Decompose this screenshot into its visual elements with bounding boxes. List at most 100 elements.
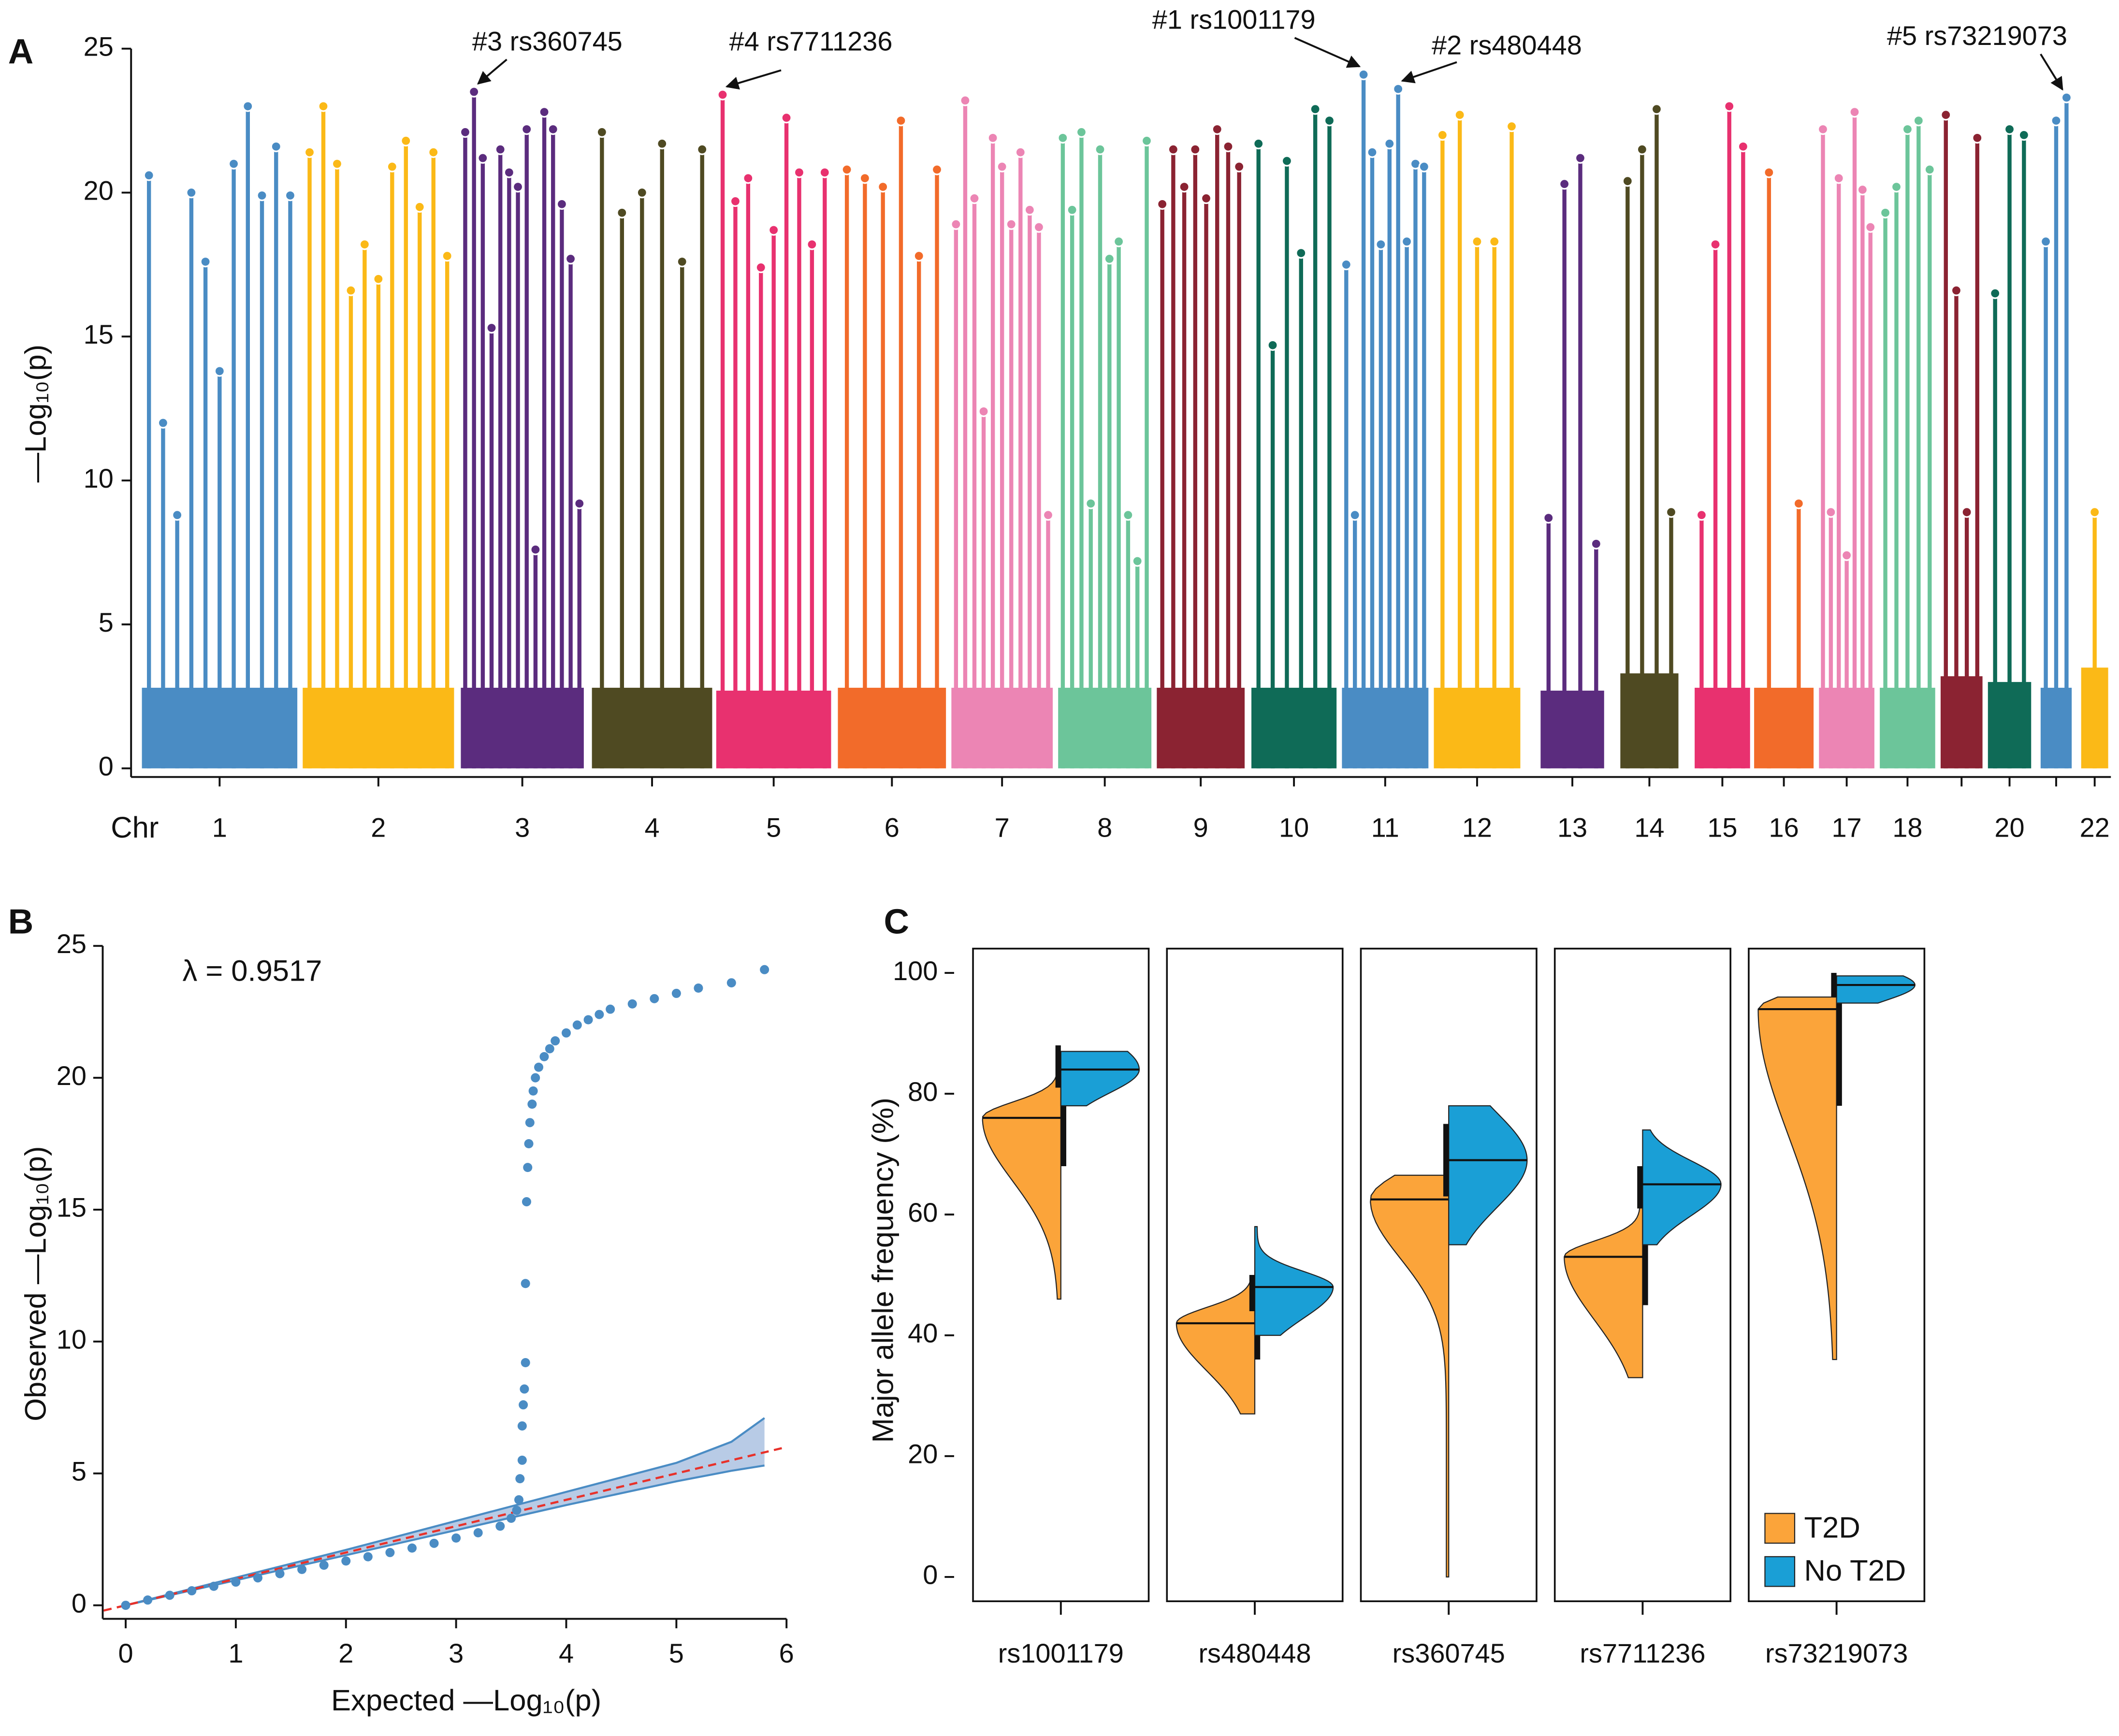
qq-point bbox=[187, 1586, 197, 1596]
peak-dot bbox=[895, 115, 907, 127]
qq-point bbox=[451, 1533, 461, 1543]
x-tick-label: 2 bbox=[338, 1638, 353, 1668]
peak-dot bbox=[1879, 207, 1891, 218]
peak-dot bbox=[1454, 109, 1466, 121]
peak-dot bbox=[1375, 238, 1387, 250]
x-tick-label: 0 bbox=[118, 1638, 133, 1668]
annotation-arrow bbox=[477, 58, 508, 85]
peak-dot bbox=[1940, 109, 1952, 121]
background-snps bbox=[838, 688, 946, 768]
peak-dot bbox=[1358, 69, 1369, 81]
lambda-annotation: λ = 0.9517 bbox=[182, 954, 322, 987]
y-tick-label: 5 bbox=[99, 607, 114, 637]
x-tick-label: 5 bbox=[669, 1638, 684, 1668]
x-tick-label: rs1001179 bbox=[998, 1638, 1124, 1668]
peak-dot bbox=[414, 201, 426, 213]
qq-point bbox=[531, 1073, 540, 1083]
annotation: #1 rs1001179 bbox=[1152, 4, 1316, 35]
peak-dot bbox=[1366, 146, 1378, 158]
peak-dot bbox=[1094, 144, 1106, 155]
peak-dot bbox=[596, 126, 608, 138]
peak-dot bbox=[1710, 238, 1721, 250]
peak-dot bbox=[1349, 509, 1361, 521]
peak-dot bbox=[1392, 83, 1404, 95]
peak-dot bbox=[793, 167, 805, 178]
peak-dot bbox=[696, 144, 708, 155]
qq-point bbox=[429, 1538, 439, 1548]
peak-dot bbox=[1574, 152, 1586, 164]
peak-dot bbox=[1156, 198, 1168, 210]
x-tick-label: rs73219073 bbox=[1765, 1638, 1908, 1668]
peak-dot bbox=[331, 158, 343, 170]
qq-point bbox=[512, 1505, 522, 1515]
peak-dot bbox=[1901, 123, 1914, 135]
annotation: #4 rs7711236 bbox=[729, 26, 893, 56]
peak-dot bbox=[1890, 181, 1902, 193]
x-tick-label: 4 bbox=[644, 812, 659, 843]
y-tick-label: 10 bbox=[57, 1324, 87, 1355]
x-tick-label: rs360745 bbox=[1393, 1638, 1505, 1668]
x-tick-label: 22 bbox=[2080, 812, 2110, 843]
peak-dot bbox=[877, 181, 889, 193]
y-tick-label: 0 bbox=[99, 751, 114, 781]
annotation-arrow bbox=[1401, 61, 1457, 84]
peak-dot bbox=[729, 195, 741, 207]
y-tick-label: 0 bbox=[72, 1588, 87, 1618]
half-violin bbox=[1060, 1051, 1140, 1107]
peak-dot bbox=[143, 170, 155, 181]
chromosome bbox=[1620, 103, 1679, 768]
y-tick-label: 20 bbox=[908, 1439, 938, 1469]
y-tick-label: 5 bbox=[72, 1456, 87, 1486]
peak-dot bbox=[1267, 339, 1278, 351]
x-tick-label: rs7711236 bbox=[1580, 1638, 1705, 1668]
peak-dot bbox=[494, 144, 506, 155]
peak-dot bbox=[1696, 509, 1708, 521]
qq-point bbox=[121, 1601, 131, 1610]
peak-dot bbox=[781, 112, 792, 124]
qq-point bbox=[551, 1036, 560, 1046]
annotation-arrow bbox=[2040, 53, 2063, 91]
half-violin bbox=[982, 1075, 1061, 1300]
chromosome bbox=[459, 86, 585, 768]
peak-dot bbox=[1622, 175, 1634, 187]
chromosome bbox=[1251, 103, 1337, 768]
x-tick-label: 11 bbox=[1371, 812, 1399, 843]
peak-dot bbox=[530, 544, 541, 555]
y-tick-label: 25 bbox=[57, 928, 87, 959]
qq-point bbox=[507, 1513, 516, 1523]
y-tick-label: 60 bbox=[908, 1197, 938, 1228]
y-axis-label: Observed —Log₁₀(p) bbox=[19, 1146, 53, 1421]
qq-point bbox=[495, 1521, 505, 1531]
peak-dot bbox=[2018, 129, 2030, 141]
peak-dot bbox=[345, 285, 357, 296]
peak-dot bbox=[1471, 236, 1483, 247]
peak-dot bbox=[636, 187, 648, 199]
background-snps bbox=[592, 688, 712, 768]
annotation: #3 rs360745 bbox=[472, 26, 623, 56]
y-axis-label: Major allele frequency (%) bbox=[867, 1098, 900, 1443]
peak-dot bbox=[556, 198, 568, 210]
qq-point bbox=[726, 978, 736, 988]
qq-point bbox=[407, 1543, 417, 1553]
background-snps bbox=[1754, 688, 1814, 768]
qq-point bbox=[515, 1474, 525, 1484]
panel-label: A bbox=[8, 32, 34, 71]
peak-dot bbox=[1865, 221, 1876, 233]
qq-point bbox=[143, 1595, 153, 1605]
qq-point bbox=[519, 1400, 528, 1410]
peak-dot bbox=[806, 238, 818, 250]
peak-dot bbox=[931, 164, 943, 175]
legend-label: No T2D bbox=[1804, 1554, 1906, 1588]
chromosome bbox=[2081, 506, 2108, 768]
x-tick-label: 17 bbox=[1832, 812, 1862, 843]
peak-dot bbox=[1132, 555, 1143, 567]
peak-dot bbox=[1211, 123, 1223, 135]
legend-swatch bbox=[1764, 1556, 1796, 1587]
y-tick-label: 40 bbox=[908, 1318, 938, 1348]
y-tick-label: 15 bbox=[57, 1192, 87, 1223]
x-tick-label: 8 bbox=[1097, 812, 1112, 843]
peak-dot bbox=[616, 207, 628, 218]
peak-dot bbox=[1085, 498, 1097, 509]
x-tick-label: 1 bbox=[228, 1638, 243, 1668]
peak-dot bbox=[1401, 236, 1413, 247]
